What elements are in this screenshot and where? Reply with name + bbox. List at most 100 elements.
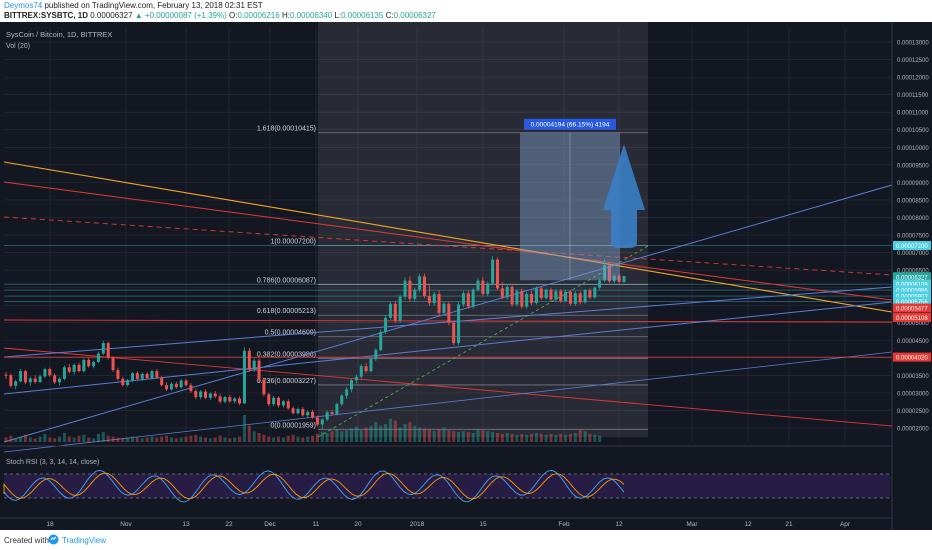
price-badge-label: 0.00006327 (896, 275, 928, 281)
price-badge (893, 303, 931, 313)
candle-body (622, 276, 626, 283)
volume-bar (398, 427, 402, 442)
candle-body (291, 408, 295, 414)
volume-bar (223, 437, 227, 442)
volume-bar (349, 428, 354, 442)
candle-body (525, 293, 529, 307)
candle-body (116, 370, 120, 379)
volume-bar (510, 433, 514, 442)
price-badge-label: 0.00004020 (896, 356, 928, 362)
candle-body (549, 289, 553, 300)
candle-body (500, 288, 504, 298)
candle-body (544, 289, 548, 299)
candle-body (320, 419, 324, 425)
volume-bar (573, 433, 577, 442)
fib-level-label: 0.786(0.00006087) (257, 278, 316, 285)
volume-bar (530, 433, 534, 442)
time-tick-label: 13 (182, 521, 190, 528)
volume-bar (247, 425, 251, 442)
price-tick-label: 0.00005000 (897, 321, 929, 327)
volume-bar (194, 434, 198, 442)
volume-bar (116, 437, 120, 442)
candle-body (340, 395, 344, 405)
volume-bar (588, 433, 592, 442)
volume-bar (568, 433, 572, 442)
time-axis[interactable]: 18 Nov 13 22 Dec 11 20 2018 15 Feb 12 Mar 12 21 Apr (0, 517, 892, 528)
volume-bar (121, 438, 125, 442)
volume-bar (335, 429, 339, 442)
volume-bar (23, 434, 27, 442)
volume-bar (228, 438, 232, 442)
price-chart[interactable]: 1.618(0.00010415) 1(0.00007200) 0.786(0.00… (0, 22, 932, 530)
candle-body (213, 393, 217, 397)
price-tick-label: 0.00002000 (897, 426, 929, 432)
time-tick-label: 11 (313, 521, 320, 528)
candle-body (495, 259, 499, 289)
volume-bar (257, 433, 261, 442)
candle-body (194, 391, 198, 398)
price-tick-label: 0.00009500 (897, 163, 929, 169)
volume-bar (131, 436, 135, 442)
volume-bar (476, 429, 480, 442)
volume-bar (559, 433, 563, 442)
volume-bar (140, 438, 144, 442)
candle-body (262, 379, 266, 395)
tradingview-brand-link[interactable]: TradingView (62, 536, 107, 545)
volume-bar (500, 433, 504, 442)
candle-body (58, 378, 62, 383)
time-tick-label: 22 (225, 521, 233, 528)
up-arrow-icon: ▲ (134, 11, 143, 20)
price-axis[interactable]: 0.00013000 0.00012500 0.00012000 0.00011500… (891, 22, 932, 530)
volume-bar (262, 434, 266, 442)
candle-body (296, 409, 300, 414)
candle-body (486, 283, 490, 294)
candle-body (374, 350, 378, 360)
fib-level-label: 0(0.00001959) (270, 422, 316, 429)
volume-bar (204, 437, 208, 442)
stoch-rsi-panel: 100.0000 0.0000 (0, 445, 923, 503)
author-link[interactable]: Deymos74 (4, 1, 43, 10)
candle-body (554, 291, 558, 300)
volume-bar (296, 436, 300, 442)
volume-bar (442, 427, 446, 442)
projection-box: 0.00004194 (66.15%) 4194 (520, 118, 620, 281)
candle-body (447, 303, 451, 323)
low-value: 0.00006135 (341, 11, 384, 20)
volume-bar (364, 427, 368, 442)
volume-bar (72, 437, 76, 442)
volume-bar (242, 415, 246, 442)
fib-level-label: 0.236(0.00003227) (257, 378, 316, 385)
volume-bar (437, 429, 441, 442)
volume-bar (578, 429, 582, 442)
candle-body (43, 369, 47, 377)
volume-bar (418, 427, 422, 442)
candle-body (179, 380, 183, 388)
volume-bar (345, 430, 349, 442)
volume-bar (281, 437, 285, 442)
volume-bar (96, 433, 100, 442)
time-tick-label: Feb (558, 521, 570, 528)
candle-body (48, 369, 52, 376)
candle-body (77, 364, 81, 372)
volume-bar (422, 428, 426, 442)
volume-bar (549, 433, 553, 442)
volume-bar (252, 431, 256, 442)
price-tick-label: 0.00010000 (897, 146, 929, 152)
price-change: +0.00000087 (+1.39%) (144, 11, 227, 20)
price-badge (893, 279, 931, 289)
candle-body (573, 293, 577, 304)
candle-body (427, 296, 431, 304)
price-tick-label: 0.00008500 (897, 198, 929, 204)
candle-body (349, 380, 354, 390)
volume-bar (598, 435, 602, 442)
candle-body (384, 317, 388, 332)
close-value: 0.00006327 (393, 11, 436, 20)
fib-zone (318, 22, 648, 437)
volume-bar (593, 434, 597, 442)
candle-body (106, 343, 110, 358)
volume-bar (101, 432, 105, 442)
candle-body (121, 378, 125, 386)
candle-body (126, 380, 130, 386)
volume-bar (544, 434, 548, 442)
volume-bar (311, 435, 315, 442)
